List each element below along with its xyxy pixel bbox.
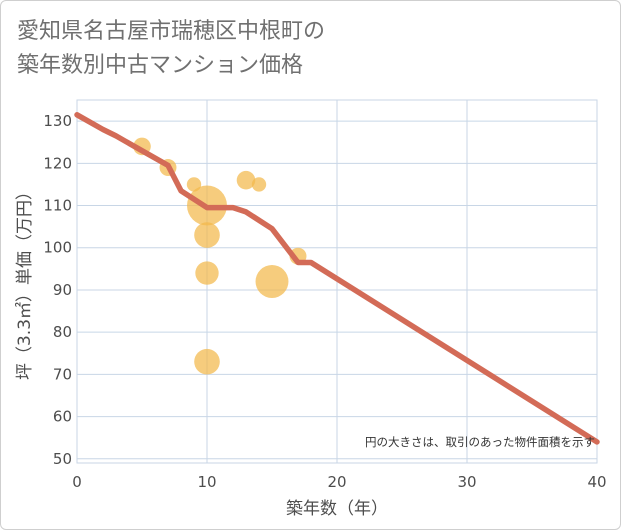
chart-title: 愛知県名古屋市瑞穂区中根町の 築年数別中古マンション価格 [17,15,325,83]
chart-title-line-1: 愛知県名古屋市瑞穂区中根町の [17,19,326,44]
y-tick-label-110: 110 [43,197,72,215]
y-axis-ticks: 50 60 70 80 90 100 110 120 130 [43,112,72,468]
x-tick-label-30: 30 [457,473,476,491]
chart-title-line-2: 築年数別中古マンション価格 [17,53,304,78]
y-tick-label-70: 70 [53,365,72,383]
grid-lines [76,100,598,463]
x-tick-label-20: 20 [327,473,346,491]
bubble-5 [195,261,219,285]
x-tick-label-0: 0 [72,473,82,491]
bubble-8 [251,177,267,192]
y-tick-label-80: 80 [53,323,72,341]
y-tick-label-100: 100 [43,239,72,257]
bubble-9 [255,265,289,298]
y-tick-label-90: 90 [53,281,72,299]
trend-line [74,112,600,445]
bubble-7 [236,170,256,190]
y-tick-label-130: 130 [43,112,72,130]
y-tick-label-120: 120 [43,154,72,172]
x-axis-ticks: 0 10 20 30 40 [72,473,606,491]
x-tick-label-40: 40 [587,473,606,491]
y-tick-label-50: 50 [53,450,72,468]
bubble-6 [194,348,220,375]
size-annotation: 円の大きさは、取引のあった物件面積を示す [365,435,595,449]
y-axis-title: 坪（3.3㎡）単価（万円） [15,183,35,380]
bubble-4 [194,222,220,248]
x-axis-title: 築年数（年） [286,499,388,519]
y-tick-label-60: 60 [53,408,72,426]
x-tick-label-10: 10 [197,473,216,491]
